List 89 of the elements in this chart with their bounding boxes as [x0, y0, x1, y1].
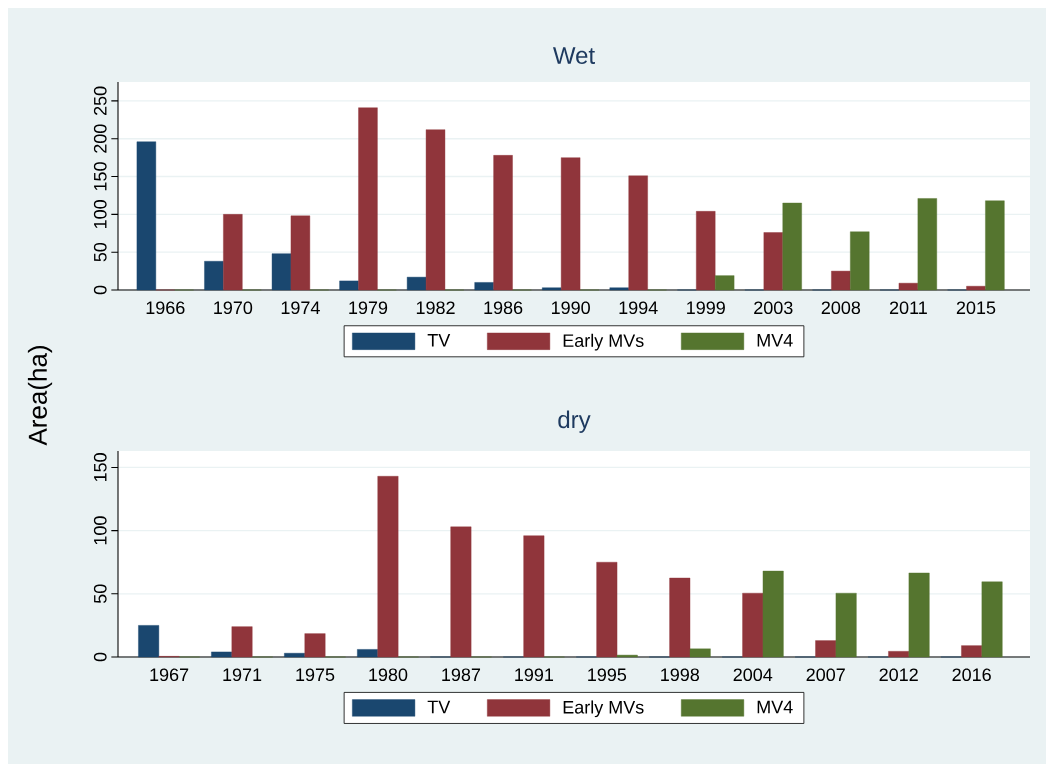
bar — [406, 276, 427, 291]
bar — [917, 198, 937, 291]
bar — [138, 625, 160, 658]
x-tick-label: 2016 — [952, 668, 991, 682]
bar — [211, 651, 233, 658]
x-tick-label: 1967 — [150, 668, 189, 682]
bar — [271, 253, 292, 291]
x-tick-label: 1995 — [588, 668, 627, 682]
x-tick-label: 2007 — [806, 668, 845, 682]
x-tick-label: 2012 — [879, 668, 918, 682]
bar — [377, 476, 399, 658]
y-tick-label: 0 — [93, 652, 107, 662]
x-tick-label: 2011 — [889, 301, 927, 315]
bar — [290, 215, 311, 291]
chart-title: dry — [558, 410, 591, 433]
bar — [742, 592, 764, 658]
bar — [898, 282, 919, 291]
bar — [358, 107, 378, 291]
legend-label: Early MVs — [563, 333, 644, 351]
bar — [850, 231, 870, 291]
bar — [204, 261, 224, 291]
bar — [763, 232, 783, 291]
bar — [596, 562, 618, 658]
legend-label: MV4 — [757, 700, 793, 714]
y-tick-label: 100 — [93, 516, 107, 545]
bar — [689, 648, 711, 658]
bar — [669, 577, 691, 658]
x-tick-label: 2008 — [821, 301, 861, 315]
bar — [888, 651, 910, 658]
x-tick-label: 1980 — [369, 668, 408, 682]
bar — [450, 526, 472, 658]
legend-label: Early MVs — [563, 700, 644, 718]
bar — [835, 592, 857, 658]
bar — [542, 287, 562, 291]
bar — [474, 282, 494, 291]
bar — [304, 633, 326, 658]
bar — [762, 570, 784, 658]
bar — [966, 286, 986, 291]
legend-label: MV4 — [757, 334, 793, 347]
bar — [231, 626, 253, 658]
bar — [493, 155, 513, 291]
bar — [815, 640, 837, 658]
y-tick-label: 250 — [93, 86, 107, 116]
x-tick-label: 2003 — [754, 301, 793, 315]
bar — [223, 214, 243, 291]
x-tick-label: 1979 — [349, 301, 388, 315]
bar — [425, 129, 446, 291]
bar — [560, 157, 581, 291]
bar — [696, 211, 716, 291]
x-tick-label: 1975 — [296, 668, 335, 682]
bar — [782, 202, 802, 291]
x-tick-label: 1994 — [619, 301, 658, 315]
y-tick-label: 50 — [93, 242, 107, 262]
x-tick-label: 1966 — [146, 301, 185, 315]
y-axis-title: Area(ha) — [27, 346, 53, 446]
x-tick-label: 1991 — [515, 668, 554, 682]
x-tick-label: 2004 — [733, 668, 773, 682]
x-tick-label: 1986 — [484, 301, 523, 315]
legend-label: TV — [427, 334, 451, 347]
bar — [284, 653, 305, 658]
x-tick-label: 1990 — [551, 301, 590, 315]
chart-title: Wet — [552, 47, 595, 64]
legend-label: TV — [427, 700, 451, 714]
x-tick-label: 1974 — [281, 301, 320, 315]
y-tick-label: 150 — [93, 162, 107, 191]
bar — [831, 270, 851, 291]
x-tick-label: 2015 — [956, 301, 996, 315]
bar — [628, 175, 648, 291]
bar — [609, 287, 629, 291]
bar — [136, 141, 157, 291]
y-tick-label: 100 — [93, 200, 107, 228]
y-tick-label: 150 — [93, 453, 107, 482]
bar — [357, 649, 378, 658]
bar — [908, 572, 930, 658]
y-tick-label: 50 — [93, 584, 107, 604]
x-tick-label: 1971 — [223, 668, 262, 682]
x-tick-label: 1999 — [687, 301, 725, 315]
y-tick-label: 0 — [93, 285, 107, 295]
bar — [961, 645, 983, 658]
bar — [981, 581, 1003, 658]
bar — [985, 200, 1005, 291]
y-tick-label: 200 — [93, 124, 107, 153]
bar — [714, 275, 735, 291]
bar — [339, 280, 359, 291]
x-tick-label: 1987 — [442, 668, 481, 682]
x-tick-label: 1982 — [416, 301, 455, 315]
x-tick-label: 1998 — [661, 668, 700, 682]
x-tick-label: 1970 — [214, 301, 253, 315]
bar — [523, 535, 545, 658]
